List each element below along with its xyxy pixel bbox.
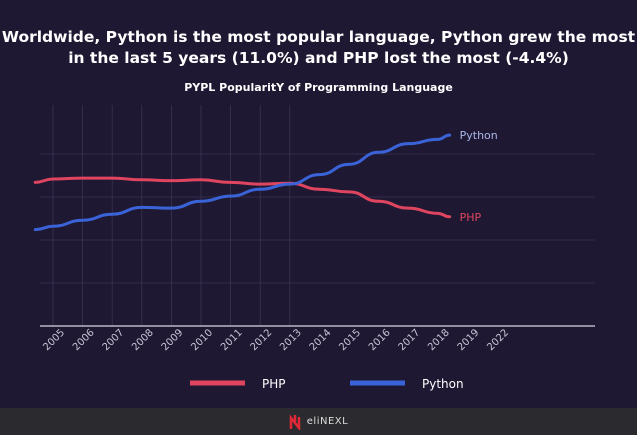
- x-tick-label: 2019: [456, 327, 482, 353]
- x-tick-label: 2022: [485, 327, 511, 353]
- x-tick-label: 2011: [219, 327, 245, 353]
- end-label-php: PHP: [460, 211, 482, 224]
- x-tick-label: 2013: [278, 327, 304, 353]
- elinext-logo-icon: [289, 413, 301, 430]
- x-tick-label: 2008: [130, 327, 156, 353]
- chart-headline: Worldwide, Python is the most popular la…: [1, 28, 636, 67]
- x-tick-label: 2009: [160, 327, 186, 353]
- legend-label-php: PHP: [262, 377, 286, 391]
- series-line-python: [33, 133, 452, 232]
- chart-title: PYPL PopularitY of Programming Language: [184, 81, 453, 94]
- x-tick-label: 2018: [426, 327, 452, 353]
- x-tick-label: 2005: [41, 327, 67, 353]
- end-label-python: Python: [460, 129, 498, 142]
- x-tick-label: 2012: [249, 327, 275, 353]
- x-tick-label: 2014: [308, 327, 334, 353]
- x-tick-label: 2006: [71, 327, 97, 353]
- series-line-php: [33, 176, 452, 219]
- x-tick-label: 2010: [189, 327, 215, 353]
- footer-bar: eliNEXL: [0, 408, 637, 435]
- elinext-logo: eliNEXL: [306, 416, 349, 427]
- line-chart: 2005 2006 2007 2008 2009 2010 2011 2012 2013 2014…: [33, 105, 595, 391]
- legend-label-python: Python: [422, 377, 464, 391]
- x-tick-label: 2007: [101, 327, 127, 353]
- x-tick-label: 2016: [367, 327, 393, 353]
- x-tick-label: 2017: [397, 327, 423, 353]
- x-tick-label: 2015: [337, 327, 363, 353]
